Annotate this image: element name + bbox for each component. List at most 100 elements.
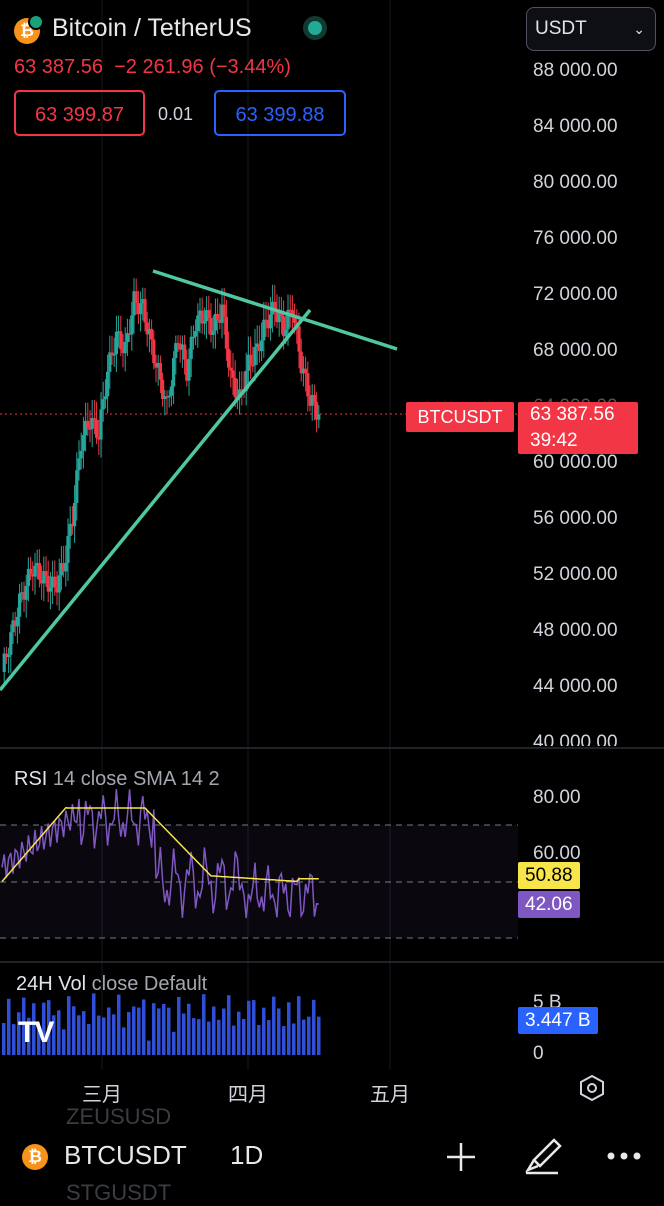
candle-body (264, 319, 268, 322)
candle-body (275, 311, 279, 323)
timeframe-selector[interactable]: 1D (230, 1140, 264, 1170)
candle-body (308, 396, 312, 406)
candle-body (194, 331, 198, 337)
symbol-price-tag: BTCUSDT (406, 402, 514, 432)
candle-body (202, 321, 206, 324)
candle-body (66, 535, 70, 563)
volume-bar (152, 1003, 156, 1055)
volume-bar (307, 1016, 311, 1055)
candle-series (2, 278, 321, 686)
volume-bar (127, 1012, 131, 1055)
more-icon[interactable] (606, 1146, 642, 1171)
candle-body (26, 568, 30, 586)
candle-body (24, 585, 28, 600)
candle-body (317, 414, 321, 420)
price-change: −2 261.96 (114, 56, 204, 78)
candle-body (304, 368, 308, 374)
candle-body (185, 359, 189, 381)
volume-params: close Default (91, 973, 208, 995)
price-change-line: 63 387.56 −2 261.96 (−3.44%) (14, 56, 291, 79)
candle-body (20, 592, 24, 594)
volume-value-tag: 3.447 B (518, 1007, 598, 1034)
candle-body (106, 371, 110, 397)
volume-bar (252, 1000, 256, 1055)
symbol-title[interactable]: Bitcoin / TetherUS (52, 14, 252, 42)
volume-name: 24H Vol (16, 973, 87, 995)
candle-body (257, 343, 261, 352)
buy-price-button[interactable]: 63 399.88 (214, 90, 346, 136)
candle-body (88, 428, 92, 430)
candle-body (79, 450, 83, 459)
plus-icon[interactable] (444, 1140, 478, 1179)
candle-body (251, 364, 255, 367)
candle-body (92, 418, 96, 420)
candle-body (150, 328, 154, 340)
settings-icon[interactable] (578, 1074, 606, 1107)
volume-bar (107, 1007, 111, 1055)
candle-body (172, 358, 176, 387)
volume-bar (137, 1007, 141, 1055)
sell-price-button[interactable]: 63 399.87 (14, 90, 145, 136)
price-axis-label: 52 000.00 (533, 564, 618, 585)
symbol-selector[interactable]: BTCUSDT (64, 1140, 187, 1170)
candle-body (134, 291, 138, 304)
volume-bar (122, 1027, 126, 1055)
candle-body (73, 503, 77, 527)
currency-select[interactable]: USDT ⌄ (526, 7, 656, 51)
rsi-legend[interactable]: RSI 14 close SMA 14 2 (14, 768, 220, 791)
time-axis-label: 四月 (228, 1084, 268, 1106)
volume-bar (182, 1013, 186, 1055)
volume-bar (47, 1000, 51, 1055)
candle-body (84, 420, 88, 436)
candle-body (301, 368, 305, 374)
candle-body (297, 326, 301, 352)
volume-bar (267, 1020, 271, 1055)
volume-bar (77, 1015, 81, 1055)
price-change-pct: (−3.44%) (209, 56, 291, 78)
candle-body (279, 313, 283, 317)
candle-body (266, 320, 270, 329)
volume-bar (132, 1006, 136, 1055)
candle-body (196, 315, 200, 332)
candle-body (99, 409, 103, 440)
candle-body (180, 344, 184, 350)
candle-body (42, 571, 46, 584)
candle-body (128, 333, 132, 335)
candle-body (2, 653, 6, 672)
candle-body (189, 336, 193, 359)
spread-value: 0.01 (158, 104, 194, 124)
ascending-trendline (0, 308, 312, 692)
volume-bar (37, 1029, 41, 1055)
tradingview-logo[interactable]: TV (18, 1016, 54, 1049)
currency-value: USDT (535, 18, 587, 39)
volume-bar (207, 1021, 211, 1055)
volume-bar (247, 1000, 251, 1055)
candle-body (156, 362, 160, 368)
volume-bar (232, 1025, 236, 1055)
volume-legend[interactable]: 24H Vol close Default (16, 973, 207, 996)
candle-body (277, 313, 281, 323)
rsi-params: 14 close SMA 14 2 (52, 768, 220, 790)
price-axis-label: 44 000.00 (533, 676, 618, 697)
candle-body (176, 343, 180, 345)
candle-body (299, 351, 303, 374)
candle-body (152, 339, 156, 364)
candle-body (97, 437, 101, 440)
candle-body (165, 396, 169, 398)
candle-body (244, 370, 248, 392)
candle-body (282, 316, 286, 337)
brush-icon[interactable] (524, 1136, 562, 1181)
volume-bar (7, 998, 11, 1055)
price-axis-label: 88 000.00 (533, 60, 618, 81)
candle-body (123, 342, 127, 354)
candle-body (233, 377, 237, 398)
rsi-series (1, 788, 319, 919)
bar-countdown: 39:42 (530, 430, 578, 451)
volume-bar (312, 999, 316, 1055)
candle-body (90, 418, 94, 429)
volume-bar (187, 1003, 191, 1055)
candle-body (33, 565, 37, 577)
rsi-name: RSI (14, 768, 48, 790)
candle-body (227, 348, 231, 368)
